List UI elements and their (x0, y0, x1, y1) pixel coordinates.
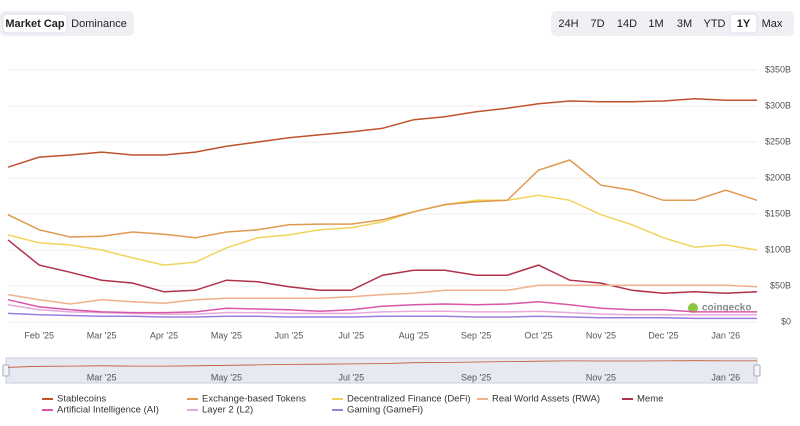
series-line (7, 98, 757, 168)
watermark: coingecko (702, 303, 751, 314)
legend-item[interactable]: Layer 2 (L2) (187, 405, 253, 416)
legend-item[interactable]: Exchange-based Tokens (187, 394, 306, 405)
x-tick-label: Sep '25 (461, 330, 491, 340)
navigator-handle[interactable] (753, 364, 761, 377)
y-tick-label: $350B (765, 64, 791, 74)
series-line (7, 303, 757, 316)
legend-label: Exchange-based Tokens (202, 394, 306, 405)
button[interactable]: 1Y (729, 13, 758, 34)
button[interactable]: Dominance (71, 18, 127, 30)
legend-item[interactable]: Artificial Intelligence (AI) (42, 405, 159, 416)
y-tick-label: $300B (765, 100, 791, 110)
button[interactable]: 1M (648, 18, 663, 30)
x-tick-label: Jan '26 (711, 330, 740, 340)
x-tick-label: Oct '25 (524, 330, 552, 340)
x-tick-label: Dec '25 (648, 330, 678, 340)
y-tick-label: $0 (781, 316, 791, 326)
button[interactable]: Max (762, 18, 783, 30)
button-label: Market Cap (5, 18, 65, 30)
x-tick-label: Aug '25 (399, 330, 429, 340)
button-label: 7D (590, 18, 604, 30)
button[interactable]: 3M (677, 18, 692, 30)
x-tick-label: Apr '25 (150, 330, 178, 340)
button-label: 24H (558, 18, 578, 30)
button-bg (729, 13, 758, 34)
button[interactable]: 7D (590, 18, 604, 30)
watermark-logo (688, 303, 698, 313)
legend-item[interactable]: Real World Assets (RWA) (477, 394, 600, 405)
navigator-tick-label: Jul '25 (338, 372, 364, 382)
button[interactable]: 24H (558, 18, 578, 30)
navigator-tick-label: Jan '26 (711, 372, 740, 382)
x-tick-label: Feb '25 (24, 330, 54, 340)
legend-label: Artificial Intelligence (AI) (57, 405, 159, 416)
button-label: 1M (648, 18, 663, 30)
y-tick-label: $250B (765, 136, 791, 146)
x-tick-label: Jul '25 (338, 330, 364, 340)
button-label: 1Y (737, 18, 751, 30)
legend-item[interactable]: Meme (622, 394, 663, 405)
legend-label: Meme (637, 394, 663, 405)
button-label: YTD (704, 18, 726, 30)
button[interactable]: Market Cap (2, 13, 68, 34)
navigator-tick-label: Sep '25 (461, 372, 491, 382)
button-label: Dominance (71, 18, 127, 30)
navigator-line (7, 360, 757, 368)
button-label: 3M (677, 18, 692, 30)
navigator (5, 357, 758, 384)
series-line (7, 239, 758, 294)
navigator-tick-label: Mar '25 (87, 372, 117, 382)
legend-label: Layer 2 (L2) (202, 405, 253, 416)
legend-item[interactable]: Decentralized Finance (DeFi) (332, 394, 471, 405)
navigator-tick-label: May '25 (211, 372, 242, 382)
button-label: Max (762, 18, 783, 30)
y-tick-label: $150B (765, 208, 791, 218)
y-tick-label: $100B (765, 244, 791, 254)
series-line (7, 159, 758, 239)
button-label: 14D (617, 18, 637, 30)
legend-item[interactable]: Stablecoins (42, 394, 106, 405)
range-group (551, 11, 794, 36)
button[interactable]: YTD (704, 18, 726, 30)
x-tick-label: Jun '25 (275, 330, 304, 340)
button[interactable]: 14D (617, 18, 637, 30)
legend-label: Stablecoins (57, 394, 106, 405)
x-tick-label: May '25 (211, 330, 242, 340)
legend-item[interactable]: Gaming (GameFi) (332, 405, 423, 416)
legend-label: Decentralized Finance (DeFi) (347, 394, 471, 405)
series-line (7, 312, 757, 320)
series-line (7, 298, 757, 314)
y-tick-label: $200B (765, 172, 791, 182)
navigator-handle[interactable] (2, 364, 10, 377)
legend-label: Gaming (GameFi) (347, 405, 423, 416)
x-tick-label: Mar '25 (87, 330, 117, 340)
legend-label: Real World Assets (RWA) (492, 394, 600, 405)
series-line (7, 284, 758, 305)
x-tick-label: Nov '25 (586, 330, 616, 340)
button-bg (2, 13, 68, 34)
navigator-tick-label: Nov '25 (586, 372, 616, 382)
y-tick-label: $50B (770, 280, 791, 290)
series-line (7, 194, 758, 266)
